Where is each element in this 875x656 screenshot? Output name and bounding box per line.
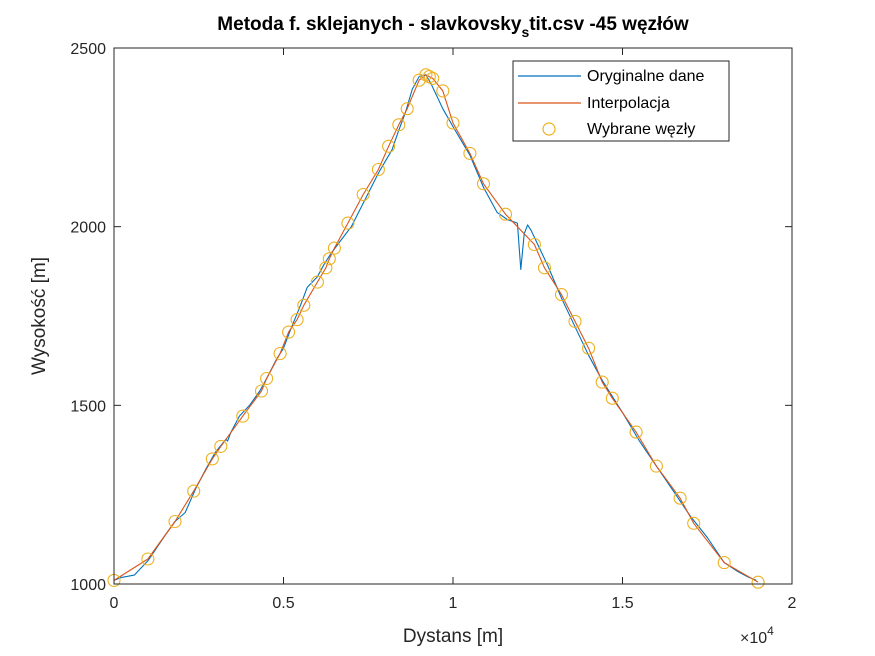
node-marker xyxy=(382,139,396,153)
node-marker xyxy=(273,346,287,361)
node-marker xyxy=(595,375,609,389)
x-axis-exponent-power: 4 xyxy=(767,624,774,638)
node-marker xyxy=(297,298,311,312)
node-marker xyxy=(392,118,406,132)
node-marker xyxy=(341,216,355,230)
node-marker xyxy=(649,459,663,473)
node-marker xyxy=(476,177,491,191)
x-axis-label: Dystans [m] xyxy=(403,626,503,647)
node-marker xyxy=(400,102,414,116)
node-marker xyxy=(446,116,460,130)
x-tick-label: 0.5 xyxy=(272,595,294,612)
node-marker xyxy=(371,162,385,177)
node-marker xyxy=(673,491,687,505)
legend-interpolation-label: Interpolacja xyxy=(587,95,670,112)
x-axis-exponent: ×104 xyxy=(740,624,774,647)
y-axis-label: Wysokość [m] xyxy=(29,257,50,375)
legend-original-label: Oryginalne dane xyxy=(587,68,705,85)
series-original-line xyxy=(113,74,757,581)
x-tick-label: 2 xyxy=(788,595,797,612)
chart-title-subscript: s xyxy=(521,24,529,40)
node-marker xyxy=(141,552,155,566)
node-marker xyxy=(422,70,436,84)
node-marker xyxy=(498,207,513,221)
node-marker xyxy=(205,452,219,466)
node-marker xyxy=(426,71,440,85)
x-tick-label: 0 xyxy=(110,595,119,612)
legend-nodes-marker xyxy=(542,122,556,136)
node-marker xyxy=(605,391,619,405)
node-marker xyxy=(629,425,643,439)
node-marker xyxy=(537,261,552,275)
node-marker xyxy=(282,325,296,339)
node-marker xyxy=(310,275,324,289)
node-marker xyxy=(319,261,333,275)
x-tick-label: 1.5 xyxy=(611,595,633,612)
node-marker xyxy=(463,146,477,160)
node-marker xyxy=(436,84,450,98)
node-marker xyxy=(168,514,182,529)
chart-title-main: Metoda f. sklejanych - slavkovsky xyxy=(217,14,522,35)
node-marker xyxy=(187,484,201,498)
node-marker xyxy=(356,187,370,202)
series-layer xyxy=(107,68,765,589)
legend-nodes-label: Wybrane węzły xyxy=(587,121,695,138)
node-marker xyxy=(717,556,731,570)
y-tick-label: 2000 xyxy=(70,220,106,237)
node-marker xyxy=(214,439,228,453)
node-marker xyxy=(254,384,269,398)
legend: Oryginalne dane Interpolacja Wybrane węz… xyxy=(512,60,730,142)
node-marker xyxy=(260,371,274,386)
y-tick-label: 1500 xyxy=(70,398,106,415)
chart-title: Metoda f. sklejanych - slavkovskystit.cs… xyxy=(217,14,689,40)
x-tick-label: 1 xyxy=(449,595,458,612)
node-marker xyxy=(751,575,765,589)
node-marker xyxy=(554,288,569,302)
node-marker xyxy=(582,341,596,355)
y-tick-label: 2500 xyxy=(70,41,106,58)
ticks-layer: 0 0.5 1 1.5 2 1000 1500 2000 2500 xyxy=(70,41,796,612)
node-marker xyxy=(236,409,250,423)
node-marker xyxy=(327,241,341,255)
legend-box xyxy=(512,60,730,142)
node-marker xyxy=(687,516,701,530)
chart-title-tail: tit.csv -45 węzłów xyxy=(529,14,689,35)
node-marker xyxy=(290,313,304,327)
node-marker xyxy=(322,252,336,266)
series-interpolation-line xyxy=(113,74,759,583)
x-axis-exponent-base: ×10 xyxy=(740,630,767,647)
node-marker xyxy=(568,314,582,328)
node-marker xyxy=(419,68,433,82)
y-tick-label: 1000 xyxy=(70,577,106,594)
node-marker xyxy=(527,237,541,252)
